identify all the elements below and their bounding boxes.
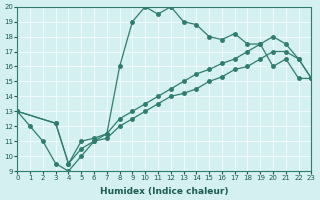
X-axis label: Humidex (Indice chaleur): Humidex (Indice chaleur) [100, 187, 228, 196]
